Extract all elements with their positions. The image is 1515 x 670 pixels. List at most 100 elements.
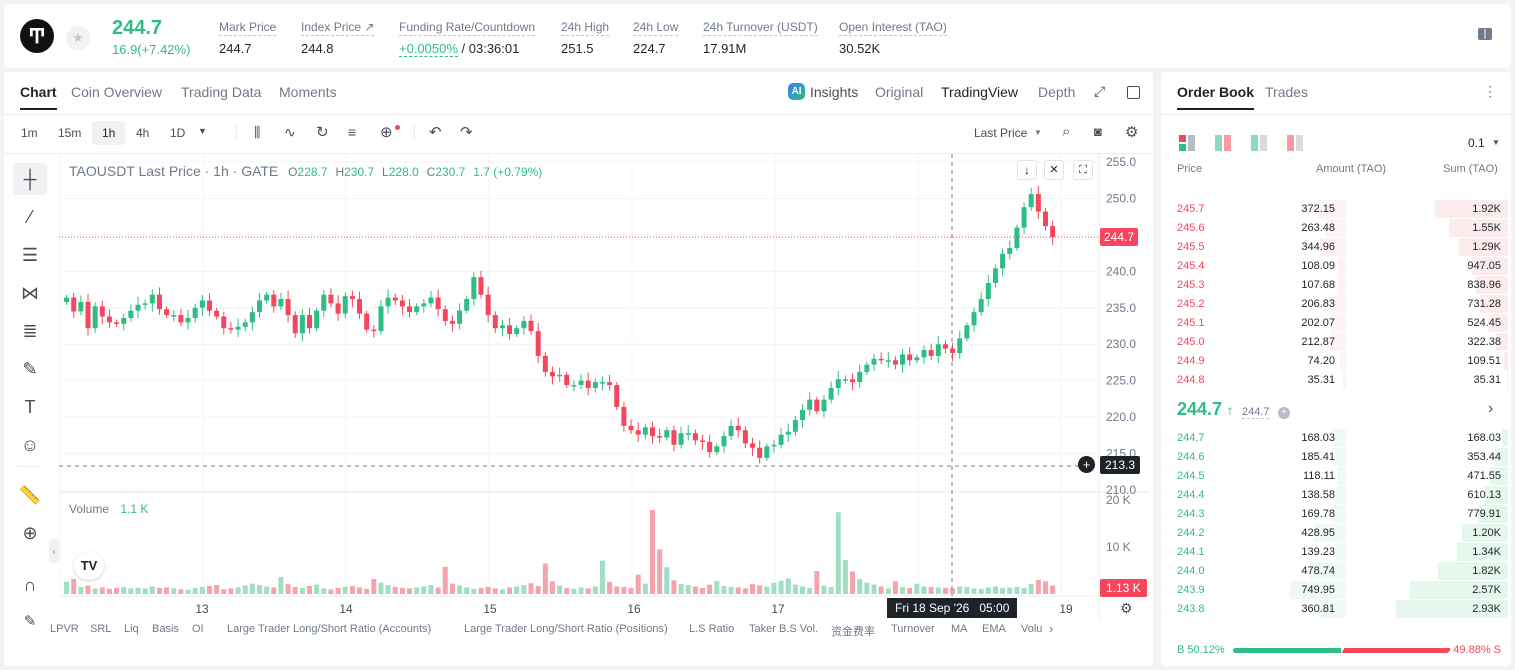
indicator-ls-ratio[interactable]: L.S Ratio bbox=[689, 623, 735, 635]
interval-dropdown-icon[interactable]: ▼ bbox=[198, 126, 207, 136]
interval-15m[interactable]: 15m bbox=[58, 126, 82, 140]
tab-coin-overview[interactable]: Coin Overview bbox=[71, 84, 163, 100]
y-tick-label: 210.0 bbox=[1106, 483, 1136, 497]
chart-settings-icon[interactable]: ⚙ bbox=[1120, 600, 1133, 616]
settings-gear-icon[interactable]: ⚙ bbox=[1125, 124, 1139, 141]
ask-row[interactable]: 245.4 108.09 947.05 bbox=[1168, 257, 1508, 276]
indicator-ma[interactable]: MA bbox=[951, 623, 968, 635]
bid-row[interactable]: 244.6 185.41 353.44 bbox=[1168, 448, 1508, 467]
fullscreen-icon[interactable]: ⛶ bbox=[1073, 160, 1093, 180]
interval-1d[interactable]: 1D bbox=[170, 126, 186, 140]
ask-row[interactable]: 244.8 35.31 35.31 bbox=[1168, 371, 1508, 390]
emoji-icon[interactable]: ☺ bbox=[20, 434, 40, 455]
favorite-star-icon[interactable]: ★ bbox=[66, 26, 90, 50]
pattern-icon[interactable]: ⋈ bbox=[21, 282, 39, 303]
camera-icon[interactable]: ◙ bbox=[1094, 124, 1102, 139]
tab-depth[interactable]: Depth bbox=[1038, 84, 1076, 100]
indicator-oi[interactable]: OI bbox=[192, 623, 204, 635]
chevron-right-icon[interactable]: › bbox=[1049, 621, 1054, 636]
undo-icon[interactable]: ↶ bbox=[429, 124, 442, 141]
indicator-taker-vol[interactable]: Taker B.S Vol. bbox=[749, 623, 819, 635]
ruler-icon[interactable]: 📏 bbox=[18, 484, 42, 505]
volume-bar bbox=[721, 586, 727, 594]
candle-body bbox=[928, 350, 934, 356]
chevron-down-icon[interactable]: ▼ bbox=[1034, 128, 1042, 137]
tick-size-select[interactable]: 0.1 bbox=[1468, 136, 1485, 150]
tab-trades[interactable]: Trades bbox=[1265, 84, 1309, 100]
replay-icon[interactable]: ↻ bbox=[316, 124, 329, 141]
bid-row[interactable]: 244.7 168.03 168.03 bbox=[1168, 429, 1508, 448]
crosshair-icon[interactable]: ┼ bbox=[13, 163, 47, 195]
indicator-basis[interactable]: Basis bbox=[152, 623, 179, 635]
collapse-toolbar-icon[interactable]: ‹ bbox=[49, 539, 59, 563]
redo-icon[interactable]: ↷ bbox=[460, 124, 473, 141]
templates-icon[interactable]: ≡ bbox=[348, 124, 357, 140]
tick-chevron-down-icon[interactable]: ▼ bbox=[1492, 138, 1500, 147]
candlestick-chart[interactable]: 255.0250.0245.0240.0235.0230.0225.0220.0… bbox=[59, 154, 1149, 620]
text-tool-icon[interactable]: T bbox=[24, 396, 36, 417]
bid-row[interactable]: 244.5 118.11 471.55 bbox=[1168, 467, 1508, 486]
more-options-icon[interactable]: ⋮ bbox=[1483, 83, 1497, 99]
indicator-ema[interactable]: EMA bbox=[982, 623, 1006, 635]
indicator-funding-rate[interactable]: 资金费率 bbox=[831, 626, 875, 638]
tab-trading-data[interactable]: Trading Data bbox=[181, 84, 262, 100]
view-split-icon[interactable] bbox=[1215, 135, 1231, 151]
indicators-icon[interactable]: ∿ bbox=[284, 124, 296, 140]
candle-type-icon[interactable]: ⫼ bbox=[254, 124, 261, 140]
ask-row[interactable]: 245.1 202.07 524.45 bbox=[1168, 314, 1508, 333]
collapse-icon[interactable]: ✕ bbox=[1044, 160, 1064, 180]
ask-row[interactable]: 245.0 212.87 322.38 bbox=[1168, 333, 1508, 352]
price-source-select[interactable]: Last Price bbox=[974, 126, 1028, 140]
ask-row[interactable]: 245.3 107.68 838.96 bbox=[1168, 276, 1508, 295]
search-icon[interactable]: ⌕ bbox=[1062, 123, 1071, 140]
fib-icon[interactable]: ≣ bbox=[22, 320, 38, 341]
scroll-latest-icon[interactable]: ↓ bbox=[1017, 160, 1037, 180]
bid-row[interactable]: 243.8 360.81 2.93K bbox=[1168, 600, 1508, 619]
stat-index-price[interactable]: Index Price ↗ 244.8 bbox=[301, 20, 375, 56]
book-icon[interactable] bbox=[1477, 27, 1493, 41]
indicator-volume[interactable]: Volu bbox=[1021, 623, 1043, 635]
bid-row[interactable]: 243.9 749.95 2.57K bbox=[1168, 581, 1508, 600]
interval-1h[interactable]: 1h bbox=[92, 121, 126, 145]
view-bids-icon[interactable] bbox=[1251, 135, 1267, 151]
ask-row[interactable]: 245.7 372.15 1.92K bbox=[1168, 200, 1508, 219]
tab-original[interactable]: Original bbox=[875, 84, 924, 100]
trendline-icon[interactable]: ⁄ bbox=[28, 206, 32, 227]
tab-tradingview[interactable]: TradingView bbox=[941, 84, 1019, 100]
bid-row[interactable]: 244.0 478.74 1.82K bbox=[1168, 562, 1508, 581]
ask-row[interactable]: 245.2 206.83 731.28 bbox=[1168, 295, 1508, 314]
view-both-icon[interactable] bbox=[1179, 135, 1195, 151]
view-asks-icon[interactable] bbox=[1287, 135, 1303, 151]
indicator-turnover[interactable]: Turnover bbox=[891, 623, 935, 635]
horizontal-lines-icon[interactable]: ☰ bbox=[21, 244, 39, 265]
magnet-icon[interactable]: ∩ bbox=[23, 574, 37, 595]
indicator-ltlsr-positions[interactable]: Large Trader Long/Short Ratio (Positions… bbox=[464, 623, 668, 635]
bid-row[interactable]: 244.3 169.78 779.91 bbox=[1168, 505, 1508, 524]
tab-order-book[interactable]: Order Book bbox=[1177, 84, 1255, 110]
tab-moments[interactable]: Moments bbox=[279, 84, 337, 100]
zoom-in-icon[interactable]: ⊕ bbox=[22, 522, 38, 543]
add-alert-icon[interactable]: ⊕ bbox=[380, 124, 393, 141]
tab-chart[interactable]: Chart bbox=[20, 84, 57, 110]
bid-row[interactable]: 244.4 138.58 610.13 bbox=[1168, 486, 1508, 505]
indicator-lpvr[interactable]: LPVR bbox=[50, 623, 79, 635]
ask-row[interactable]: 245.5 344.96 1.29K bbox=[1168, 238, 1508, 257]
add-order-icon[interactable]: + bbox=[1078, 456, 1095, 473]
tab-insights[interactable]: Insights bbox=[810, 84, 859, 100]
ask-row[interactable]: 245.6 263.48 1.55K bbox=[1168, 219, 1508, 238]
bid-row[interactable]: 244.2 428.95 1.20K bbox=[1168, 524, 1508, 543]
volume-bar bbox=[1014, 586, 1020, 594]
interval-4h[interactable]: 4h bbox=[136, 126, 150, 140]
window-icon[interactable] bbox=[1127, 86, 1140, 99]
candle-body bbox=[1042, 211, 1048, 227]
indicator-ltlsr-accounts[interactable]: Large Trader Long/Short Ratio (Accounts) bbox=[227, 623, 432, 635]
mid-chevron-right-icon[interactable]: › bbox=[1488, 400, 1494, 417]
bid-row[interactable]: 244.1 139.23 1.34K bbox=[1168, 543, 1508, 562]
lock-drawing-icon[interactable]: ✎ bbox=[23, 613, 37, 630]
indicator-srl[interactable]: SRL bbox=[90, 623, 112, 635]
brush-icon[interactable]: ✎ bbox=[22, 358, 38, 379]
ask-row[interactable]: 244.9 74.20 109.51 bbox=[1168, 352, 1508, 371]
indicator-liq[interactable]: Liq bbox=[124, 623, 139, 635]
expand-icon[interactable]: ⤢ bbox=[1094, 83, 1106, 99]
interval-1m[interactable]: 1m bbox=[21, 126, 38, 140]
